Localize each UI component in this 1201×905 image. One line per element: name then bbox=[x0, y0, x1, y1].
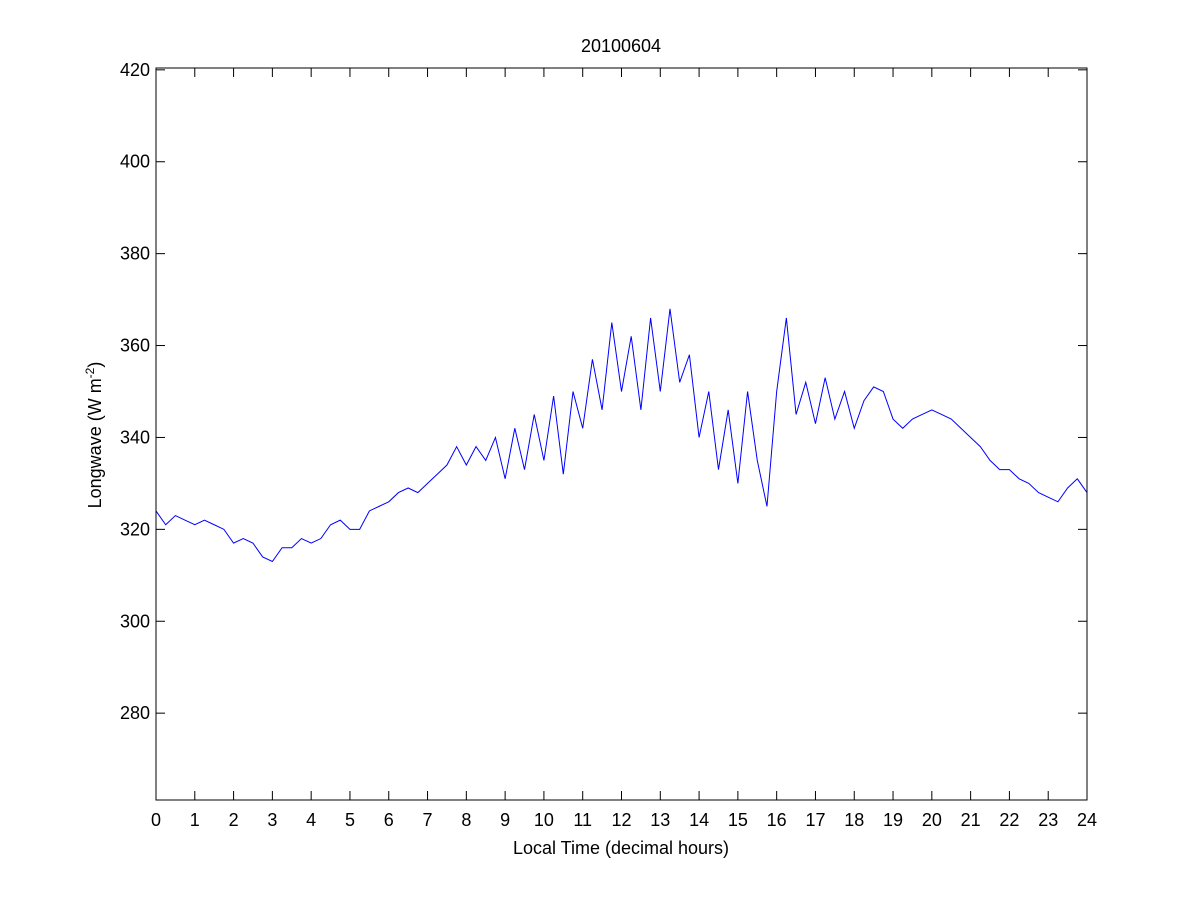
y-tick-label: 380 bbox=[120, 244, 150, 264]
y-tick-label: 420 bbox=[120, 60, 150, 80]
x-tick-label: 17 bbox=[805, 810, 825, 830]
y-tick-label: 400 bbox=[120, 152, 150, 172]
x-tick-label: 12 bbox=[611, 810, 631, 830]
y-tick-label: 300 bbox=[120, 611, 150, 631]
x-tick-label: 18 bbox=[844, 810, 864, 830]
x-tick-label: 24 bbox=[1077, 810, 1097, 830]
x-tick-label: 23 bbox=[1038, 810, 1058, 830]
x-tick-label: 11 bbox=[573, 810, 592, 830]
y-tick-label: 340 bbox=[120, 427, 150, 447]
x-tick-label: 20 bbox=[922, 810, 942, 830]
x-tick-label: 2 bbox=[229, 810, 239, 830]
x-tick-label: 10 bbox=[534, 810, 554, 830]
y-tick-label: 280 bbox=[120, 703, 150, 723]
x-tick-label: 15 bbox=[728, 810, 748, 830]
x-tick-label: 3 bbox=[267, 810, 277, 830]
y-tick-label: 320 bbox=[120, 519, 150, 539]
y-axis-label: Longwave (W m-2) bbox=[83, 362, 105, 509]
x-tick-label: 19 bbox=[883, 810, 903, 830]
x-tick-label: 7 bbox=[423, 810, 433, 830]
y-label-sup: -2 bbox=[83, 367, 97, 378]
chart-title: 20100604 bbox=[581, 36, 661, 56]
x-tick-label: 4 bbox=[306, 810, 316, 830]
data-line bbox=[155, 308, 1088, 563]
x-tick-label: 16 bbox=[767, 810, 787, 830]
x-axis-label: Local Time (decimal hours) bbox=[513, 838, 729, 858]
x-tick-label: 21 bbox=[961, 810, 981, 830]
x-tick-label: 9 bbox=[500, 810, 510, 830]
x-tick-label: 5 bbox=[345, 810, 355, 830]
x-tick-label: 13 bbox=[650, 810, 670, 830]
x-tick-label: 1 bbox=[190, 810, 200, 830]
x-tick-label: 0 bbox=[151, 810, 161, 830]
x-tick-label: 8 bbox=[461, 810, 471, 830]
plot-frame bbox=[155, 67, 1088, 801]
x-tick-label: 22 bbox=[999, 810, 1019, 830]
x-tick-label: 14 bbox=[689, 810, 709, 830]
y-label-main: Longwave (W m bbox=[85, 378, 105, 508]
y-label-end: ) bbox=[85, 362, 105, 368]
x-tick-label: 6 bbox=[384, 810, 394, 830]
y-tick-label: 360 bbox=[120, 336, 150, 356]
